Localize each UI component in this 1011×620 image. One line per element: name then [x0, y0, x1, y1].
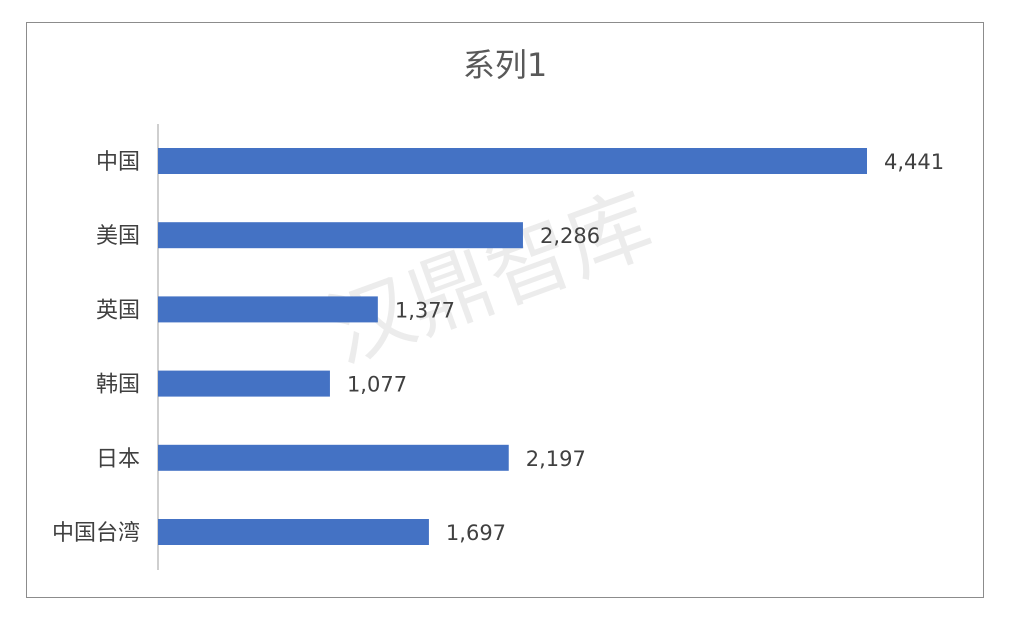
category-label: 韩国	[96, 373, 140, 398]
value-label: 1,697	[446, 521, 506, 545]
chart-title: 系列1	[463, 46, 547, 84]
bars-group: 中国 4,441 美国 2,286 英国 1,377 韩国 1,077 日本 2,197 中国台湾 1…	[52, 148, 944, 546]
bar-1	[158, 222, 523, 249]
bar-0	[158, 148, 867, 174]
category-label: 英国	[96, 298, 140, 323]
category-label: 美国	[96, 224, 140, 249]
bar-3	[158, 370, 330, 397]
value-label: 1,377	[395, 298, 455, 322]
category-label: 中国	[96, 150, 140, 175]
bar-4	[158, 444, 509, 471]
category-label: 中国台湾	[52, 521, 140, 546]
watermark: 汉鼎智库	[315, 174, 664, 381]
bar-2	[158, 296, 378, 323]
value-label: 2,197	[526, 447, 586, 471]
value-label: 2,286	[540, 224, 600, 248]
bar-5	[158, 519, 429, 545]
value-label: 1,077	[347, 373, 407, 397]
category-label: 日本	[96, 447, 140, 472]
value-label: 4,441	[884, 150, 944, 174]
